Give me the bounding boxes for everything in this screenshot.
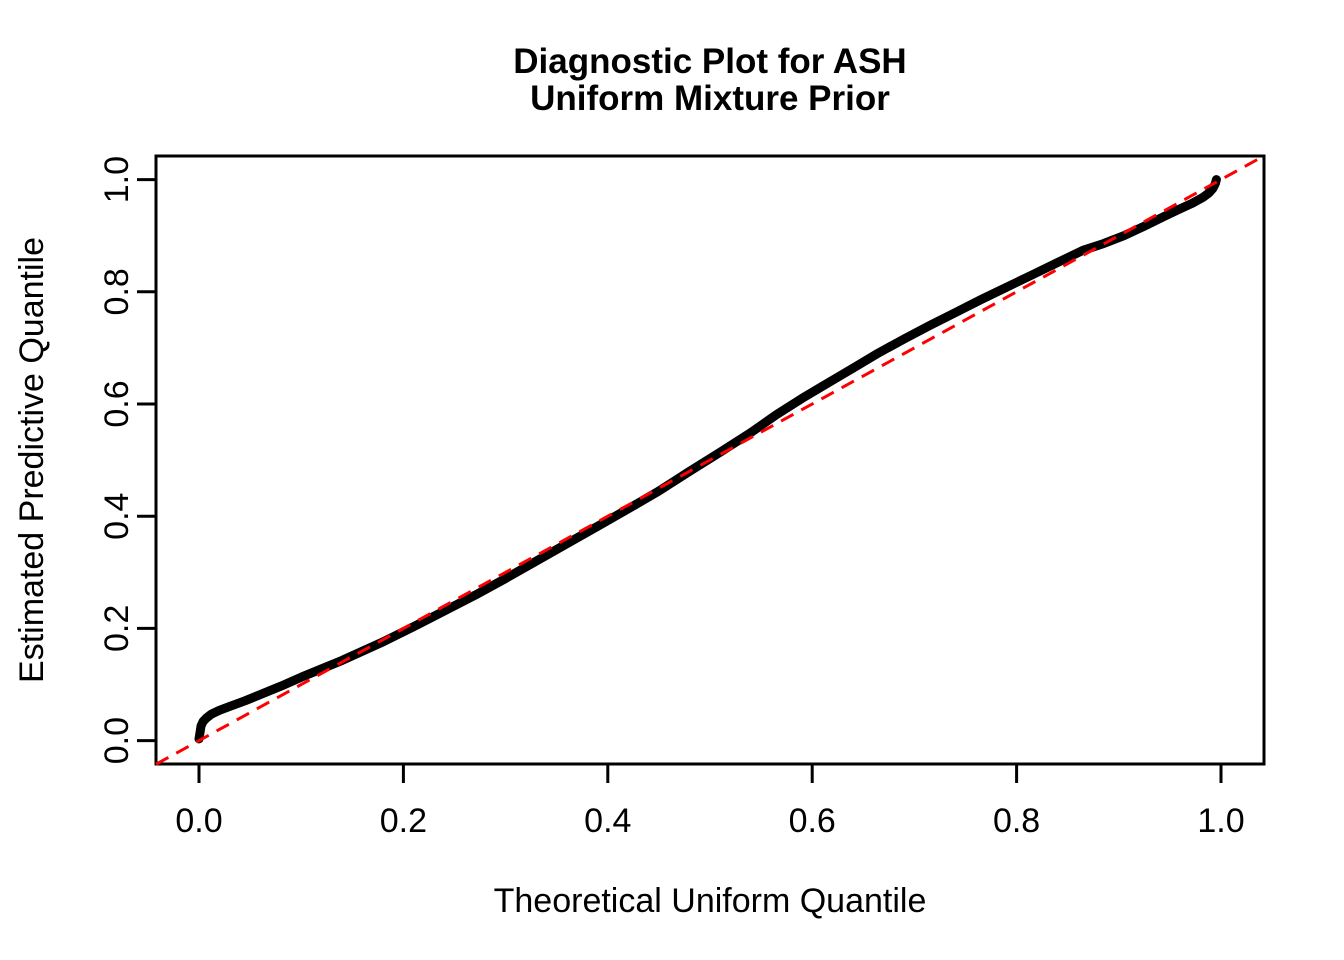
- y-axis-tick-labels: 0.0 0.2 0.4 0.6 0.8 1.0: [98, 156, 136, 764]
- plot-frame: [154, 154, 1266, 766]
- y-tick-label: 1.0: [98, 156, 136, 203]
- x-axis-ticks: [197, 764, 1223, 783]
- x-tick-label: 0.4: [584, 802, 631, 840]
- y-tick-label: 0.2: [98, 605, 136, 652]
- x-axis-tick-labels: 0.0 0.2 0.4 0.6 0.8 1.0: [175, 802, 1244, 840]
- y-axis-ticks: [137, 178, 156, 743]
- x-tick-label: 0.0: [175, 802, 222, 840]
- x-tick-label: 0.8: [993, 802, 1040, 840]
- chart-title-line1: Diagnostic Plot for ASH: [513, 42, 906, 81]
- x-tick-label: 0.6: [789, 802, 836, 840]
- y-tick-label: 0.0: [98, 717, 136, 764]
- reference-diagonal-line: [155, 154, 1265, 766]
- x-tick-label: 0.2: [380, 802, 427, 840]
- y-tick-label: 0.6: [98, 380, 136, 427]
- y-axis-label: Estimated Predictive Quantile: [13, 237, 51, 683]
- x-axis-label: Theoretical Uniform Quantile: [494, 882, 927, 920]
- qq-curve: [194, 175, 1221, 744]
- x-tick-label: 1.0: [1197, 802, 1244, 840]
- y-tick-label: 0.4: [98, 493, 136, 540]
- chart-title-line2: Uniform Mixture Prior: [530, 79, 890, 118]
- y-tick-label: 0.8: [98, 268, 136, 315]
